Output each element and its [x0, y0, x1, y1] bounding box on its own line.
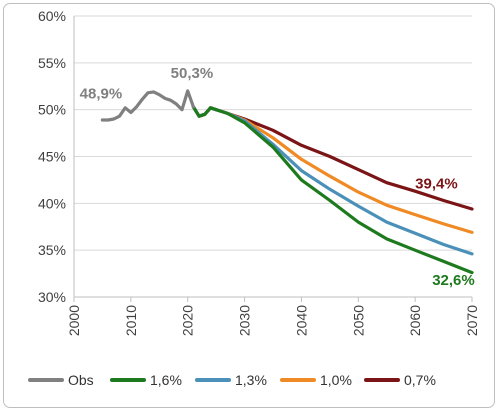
y-tick-label: 60%	[38, 8, 66, 24]
annotation-label: 48,9%	[80, 85, 123, 102]
series-line-Obs	[100, 89, 195, 122]
x-tick-label: 2070	[464, 305, 480, 336]
y-tick-label: 35%	[38, 242, 66, 258]
series-line-10	[191, 105, 474, 234]
series-lines	[100, 89, 474, 275]
annotation-label: 39,4%	[415, 175, 458, 192]
y-tick-label: 40%	[38, 195, 66, 211]
annotations: 48,9% 50,3% 39,4% 32,6%	[80, 65, 475, 289]
series-line-16	[191, 105, 474, 275]
annotation-label: 32,6%	[432, 272, 475, 289]
x-tick-label: 2060	[407, 305, 423, 336]
legend-label: 0,7%	[404, 372, 436, 388]
x-tick-label: 2010	[123, 305, 139, 336]
y-tick-label: 55%	[38, 55, 66, 71]
y-tick-label: 30%	[38, 289, 66, 305]
annotation-label: 50,3%	[171, 65, 214, 82]
x-tick-labels: 2000 2010 2020 2030 2040 2050 2060 2070	[66, 305, 480, 336]
legend: Obs 1,6% 1,3% 1,0% 0,7%	[28, 372, 436, 388]
legend-label: 1,6%	[150, 372, 182, 388]
chart-frame	[3, 3, 495, 408]
x-tick-label: 2030	[237, 305, 253, 336]
x-tick-label: 2050	[350, 305, 366, 336]
axes	[73, 16, 473, 302]
legend-label: 1,3%	[235, 372, 267, 388]
y-tick-label: 45%	[38, 149, 66, 165]
legend-label: Obs	[68, 372, 94, 388]
legend-label: 1,0%	[320, 372, 352, 388]
x-tick-label: 2000	[66, 305, 82, 336]
x-tick-label: 2040	[293, 305, 309, 336]
y-tick-labels: 30% 35% 40% 45% 50% 55% 60%	[38, 8, 66, 305]
y-tick-label: 50%	[38, 102, 66, 118]
grid-lines	[74, 15, 472, 298]
x-tick-label: 2020	[180, 305, 196, 336]
series-line-07	[191, 105, 474, 211]
